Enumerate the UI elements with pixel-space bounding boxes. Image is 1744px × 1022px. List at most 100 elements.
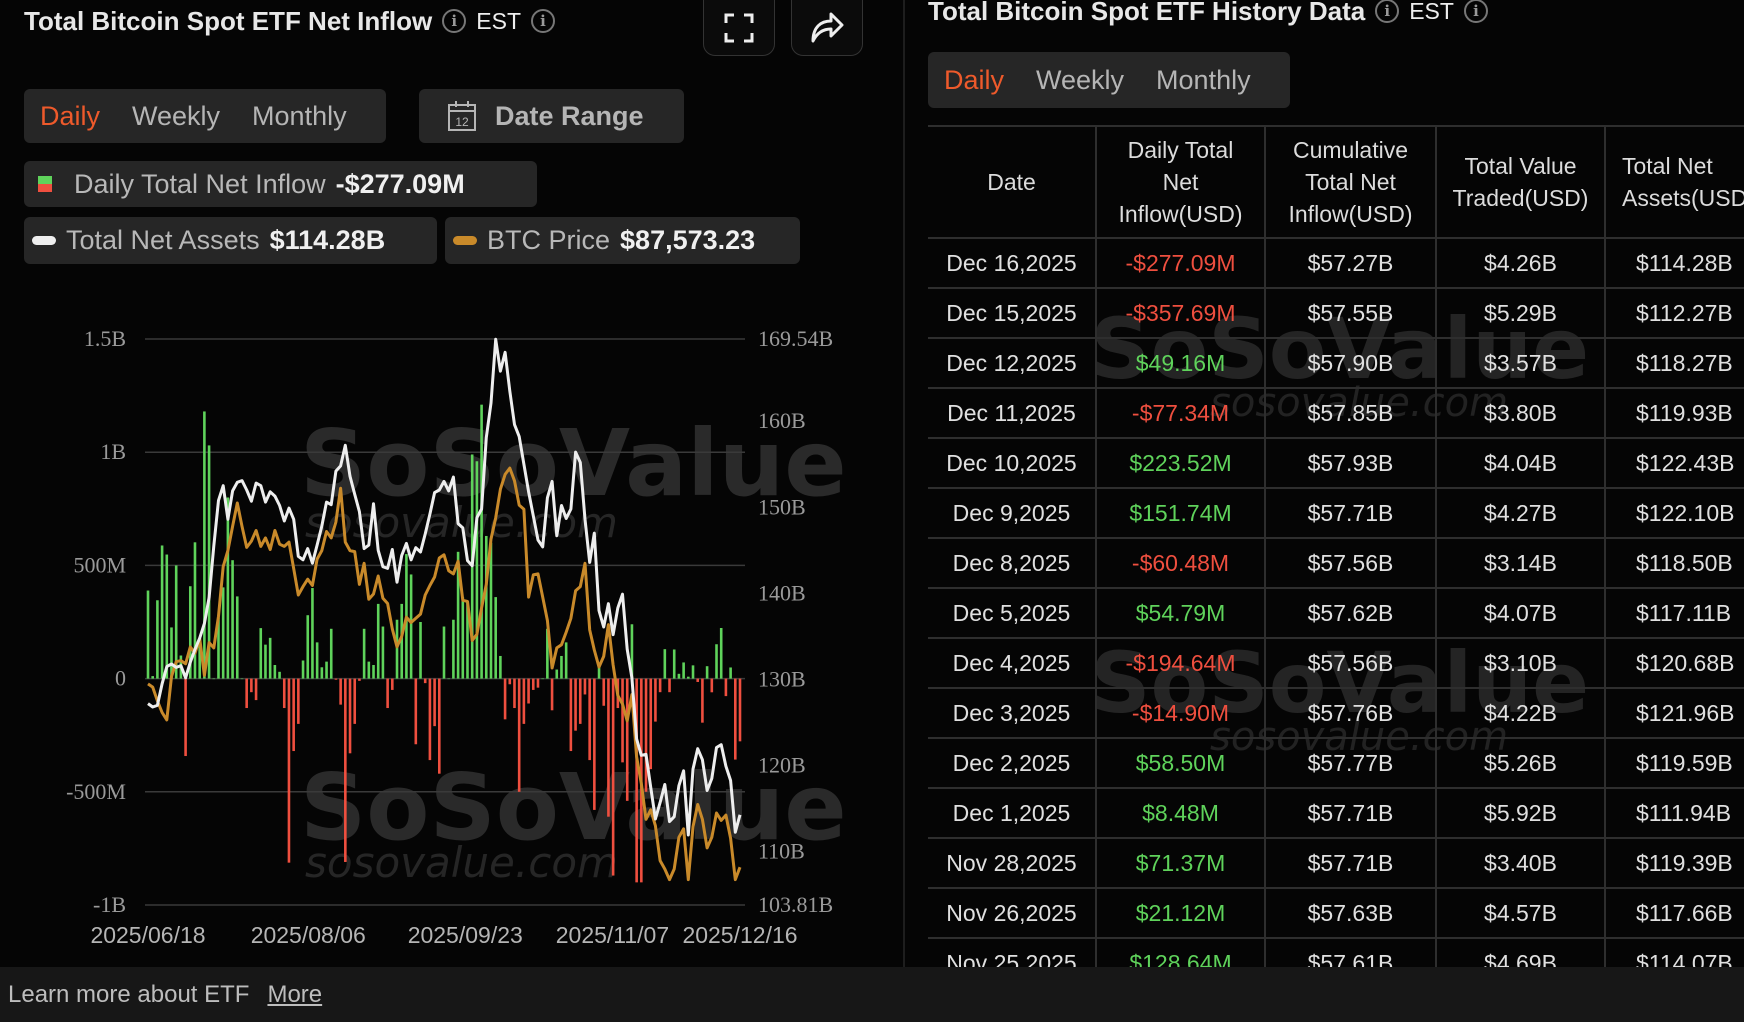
inflow-bar[interactable] (156, 600, 159, 679)
inflow-bar[interactable] (663, 649, 667, 679)
table-row[interactable]: Dec 8,2025 -$60.48M $57.56B $3.14B $118.50B (928, 537, 1744, 589)
inflow-bar[interactable] (362, 628, 366, 679)
inflow-bar[interactable] (658, 678, 662, 693)
inflow-bar[interactable] (217, 617, 220, 679)
inflow-bar[interactable] (146, 590, 150, 679)
inflow-bar[interactable] (649, 678, 653, 770)
inflow-bar[interactable] (381, 626, 385, 679)
info-icon[interactable]: i (531, 9, 555, 33)
inflow-bar[interactable] (442, 626, 446, 679)
inflow-bar[interactable] (625, 678, 629, 801)
inflow-bar[interactable] (578, 678, 582, 724)
table-row[interactable]: Dec 4,2025 -$194.64M $57.56B $3.10B $120.68B (928, 637, 1744, 689)
net-inflow-chart[interactable]: 1.5B 1B 500M 0 -500M -1B 169.54B 160B 150B 140B 13… (0, 0, 903, 967)
inflow-bar[interactable] (583, 678, 587, 695)
inflow-bar[interactable] (635, 678, 638, 883)
inflow-bar[interactable] (250, 678, 253, 693)
inflow-bar[interactable] (438, 678, 441, 774)
table-row[interactable]: Dec 12,2025 $49.16M $57.90B $3.57B $118.27B (928, 337, 1744, 389)
inflow-bar[interactable] (531, 678, 535, 690)
inflow-bar[interactable] (541, 678, 544, 680)
inflow-bar[interactable] (320, 667, 324, 679)
inflow-bar[interactable] (574, 678, 577, 731)
inflow-bar[interactable] (734, 678, 737, 760)
inflow-bar[interactable] (550, 678, 554, 711)
column-header-cumulative-inflow[interactable]: Cumulative Total Net Inflow(USD) (1264, 125, 1437, 239)
inflow-bar[interactable] (696, 678, 700, 682)
table-row[interactable]: Dec 16,2025 -$277.09M $57.27B $4.26B $114.28… (928, 237, 1744, 289)
tab-weekly[interactable]: Weekly (1036, 64, 1125, 95)
inflow-bar[interactable] (419, 622, 422, 679)
inflow-bar[interactable] (221, 587, 225, 679)
inflow-bar[interactable] (151, 676, 154, 679)
inflow-bar[interactable] (193, 542, 197, 679)
tab-monthly[interactable]: Monthly (1156, 64, 1251, 95)
inflow-bar[interactable] (466, 601, 469, 679)
inflow-bar[interactable] (423, 678, 427, 684)
inflow-bar[interactable] (513, 678, 516, 709)
inflow-bar[interactable] (724, 678, 728, 697)
table-row[interactable]: Nov 25,2025 $128.64M $57.61B $4.69B $114.07B (928, 937, 1744, 967)
inflow-bar[interactable] (682, 662, 685, 679)
inflow-bar[interactable] (372, 665, 375, 679)
inflow-bar[interactable] (677, 673, 681, 679)
inflow-bar[interactable] (654, 678, 657, 722)
tab-weekly[interactable]: Weekly (132, 100, 221, 131)
inflow-bar[interactable] (522, 678, 526, 724)
inflow-bar[interactable] (170, 627, 173, 679)
inflow-bar[interactable] (400, 603, 404, 679)
inflow-bar[interactable] (386, 678, 389, 709)
inflow-bar[interactable] (212, 678, 216, 680)
inflow-bar[interactable] (367, 661, 371, 679)
inflow-bar[interactable] (602, 678, 606, 706)
table-row[interactable]: Dec 15,2025 -$357.69M $57.55B $5.29B $112.27… (928, 287, 1744, 339)
inflow-bar[interactable] (621, 678, 624, 763)
info-icon[interactable]: i (1463, 0, 1488, 23)
inflow-bar[interactable] (555, 669, 559, 679)
inflow-bar[interactable] (719, 627, 723, 679)
inflow-bar[interactable] (710, 678, 714, 693)
inflow-bar[interactable] (287, 678, 291, 863)
inflow-bar[interactable] (207, 445, 211, 679)
inflow-bar[interactable] (395, 619, 399, 679)
inflow-bar[interactable] (165, 554, 169, 679)
inflow-bar[interactable] (348, 678, 352, 754)
tab-monthly[interactable]: Monthly (252, 100, 347, 131)
table-row[interactable]: Dec 11,2025 -$77.34M $57.85B $3.80B $119.93B (928, 387, 1744, 439)
table-row[interactable]: Dec 9,2025 $151.74M $57.71B $4.27B $122.10B (928, 487, 1744, 539)
inflow-bar[interactable] (231, 560, 234, 679)
inflow-bar[interactable] (188, 586, 192, 679)
inflow-bar[interactable] (611, 678, 615, 876)
inflow-bar[interactable] (607, 678, 610, 817)
inflow-bar[interactable] (344, 678, 347, 862)
inflow-bar[interactable] (456, 551, 460, 679)
inflow-bar[interactable] (315, 642, 319, 679)
inflow-bar[interactable] (433, 678, 436, 727)
inflow-bar[interactable] (409, 574, 413, 679)
inflow-bar[interactable] (564, 642, 568, 679)
inflow-bar[interactable] (668, 678, 671, 693)
more-link[interactable]: More (267, 980, 323, 1008)
inflow-bar[interactable] (672, 649, 676, 679)
inflow-bar[interactable] (428, 678, 432, 761)
legend-btc-price[interactable]: BTC Price $87,573.23 (445, 217, 800, 264)
table-row[interactable]: Dec 3,2025 -$14.90M $57.76B $4.22B $121.96B (928, 687, 1744, 739)
inflow-bar[interactable] (729, 667, 732, 679)
inflow-bar[interactable] (588, 678, 591, 761)
tab-daily[interactable]: Daily (40, 100, 101, 131)
inflow-bar[interactable] (560, 655, 563, 679)
inflow-bar[interactable] (715, 644, 718, 679)
inflow-bar[interactable] (701, 678, 704, 723)
inflow-bar[interactable] (480, 404, 483, 679)
inflow-bar[interactable] (508, 678, 512, 685)
inflow-bar[interactable] (353, 678, 357, 724)
table-row[interactable]: Dec 1,2025 $8.48M $57.71B $5.92B $111.94B (928, 787, 1744, 839)
inflow-bar[interactable] (268, 637, 272, 679)
inflow-bar[interactable] (489, 542, 493, 679)
history-table-container[interactable]: Date Daily Total Net Inflow(USD) Cumulat… (928, 125, 1744, 967)
inflow-bar[interactable] (494, 597, 497, 679)
info-icon[interactable]: i (1375, 0, 1400, 23)
inflow-bar[interactable] (593, 678, 596, 810)
inflow-bar[interactable] (527, 678, 530, 704)
inflow-bar[interactable] (391, 678, 394, 690)
